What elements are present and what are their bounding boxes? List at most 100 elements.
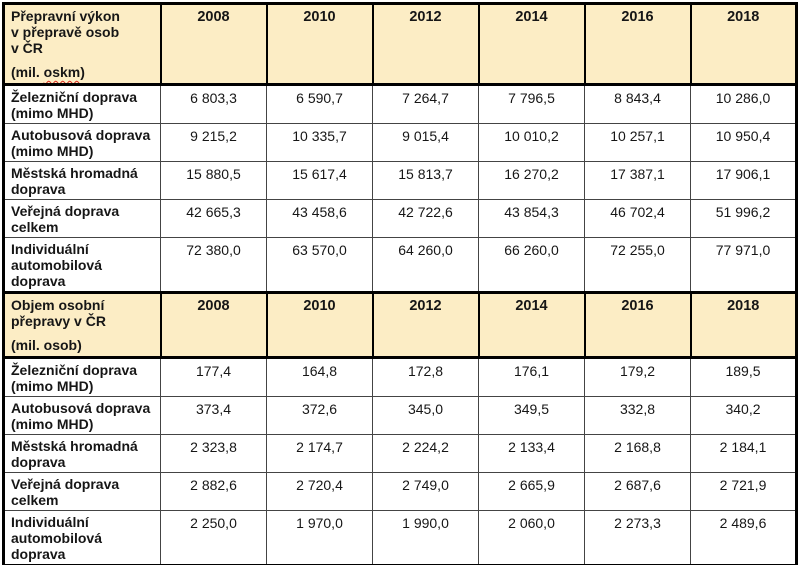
row-label: Městská hromadná doprava [3, 161, 161, 200]
data-cell: 6 803,3 [160, 84, 267, 124]
volume-title-cell: Objem osobní přepravy v ČR (mil. osob) [2, 291, 162, 359]
row-label: Individuální automobilová doprava [3, 510, 161, 565]
data-cell: 332,8 [584, 396, 691, 435]
row-label: Městská hromadná doprava [3, 434, 161, 473]
data-cell: 2 224,2 [372, 434, 479, 473]
data-cell: 2 720,4 [266, 472, 373, 511]
data-cell: 164,8 [266, 357, 373, 397]
row-label: Železniční doprava (mimo MHD) [3, 84, 161, 124]
data-cell: 16 270,2 [478, 161, 585, 200]
data-cell: 10 286,0 [690, 84, 797, 124]
data-cell: 9 015,4 [372, 123, 479, 162]
data-cell: 8 843,4 [584, 84, 691, 124]
year-header-2012: 2012 [371, 2, 480, 86]
year-header-2016: 2016 [583, 291, 692, 359]
data-cell: 2 273,3 [584, 510, 691, 565]
data-cell: 2 168,8 [584, 434, 691, 473]
data-cell: 176,1 [478, 357, 585, 397]
data-cell: 2 721,9 [690, 472, 797, 511]
performance-title-cell: Přepravní výkon v přepravě osob v ČR (mi… [2, 2, 162, 86]
misspelled-word: oskm [43, 64, 81, 80]
data-cell: 15 617,4 [266, 161, 373, 200]
table-row-individual-car-performance: Individuální automobilová doprava 72 380… [3, 237, 797, 293]
data-cell: 7 796,5 [478, 84, 585, 124]
data-cell: 9 215,2 [160, 123, 267, 162]
table-row-urban-volume: Městská hromadná doprava 2 323,8 2 174,7… [3, 434, 797, 473]
table-row-individual-car-volume: Individuální automobilová doprava 2 250,… [3, 510, 797, 565]
data-cell: 17 906,1 [690, 161, 797, 200]
data-cell: 63 570,0 [266, 237, 373, 293]
data-cell: 1 970,0 [266, 510, 373, 565]
unit-text-before: (mil. [11, 64, 44, 80]
data-cell: 373,4 [160, 396, 267, 435]
data-cell: 15 880,5 [160, 161, 267, 200]
data-cell: 10 257,1 [584, 123, 691, 162]
table-title: Přepravní výkon v přepravě osob v ČR [11, 8, 120, 56]
table-unit: (mil. osob) [11, 337, 156, 353]
row-label: Železniční doprava (mimo MHD) [3, 357, 161, 397]
data-cell: 15 813,7 [372, 161, 479, 200]
data-cell: 189,5 [690, 357, 797, 397]
year-header-2008: 2008 [159, 291, 268, 359]
data-cell: 42 722,6 [372, 199, 479, 238]
data-cell: 10 335,7 [266, 123, 373, 162]
year-header-2014: 2014 [477, 291, 586, 359]
data-cell: 2 749,0 [372, 472, 479, 511]
data-cell: 51 996,2 [690, 199, 797, 238]
data-cell: 43 458,6 [266, 199, 373, 238]
year-header-2014: 2014 [477, 2, 586, 86]
data-cell: 2 174,7 [266, 434, 373, 473]
data-cell: 42 665,3 [160, 199, 267, 238]
year-header-2018: 2018 [689, 2, 798, 86]
year-header-2008: 2008 [159, 2, 268, 86]
data-cell: 2 184,1 [690, 434, 797, 473]
row-label: Veřejná doprava celkem [3, 472, 161, 511]
data-cell: 172,8 [372, 357, 479, 397]
performance-header-row: Přepravní výkon v přepravě osob v ČR (mi… [2, 2, 798, 86]
data-cell: 2 250,0 [160, 510, 267, 565]
data-cell: 77 971,0 [690, 237, 797, 293]
data-cell: 46 702,4 [584, 199, 691, 238]
data-cell: 2 882,6 [160, 472, 267, 511]
data-cell: 43 854,3 [478, 199, 585, 238]
unit-text-before: (mil. osob) [11, 337, 82, 353]
year-header-2012: 2012 [371, 291, 480, 359]
data-cell: 72 380,0 [160, 237, 267, 293]
row-label: Veřejná doprava celkem [3, 199, 161, 238]
table-row-bus-performance: Autobusová doprava (mimo MHD) 9 215,2 10… [3, 123, 797, 162]
data-cell: 7 264,7 [372, 84, 479, 124]
year-header-2010: 2010 [265, 2, 374, 86]
row-label: Individuální automobilová doprava [3, 237, 161, 293]
table-title: Objem osobní přepravy v ČR [11, 297, 106, 329]
data-cell: 6 590,7 [266, 84, 373, 124]
row-label: Autobusová doprava (mimo MHD) [3, 396, 161, 435]
data-cell: 177,4 [160, 357, 267, 397]
year-header-2018: 2018 [689, 291, 798, 359]
data-cell: 2 323,8 [160, 434, 267, 473]
data-cell: 72 255,0 [584, 237, 691, 293]
year-header-2010: 2010 [265, 291, 374, 359]
data-cell: 64 260,0 [372, 237, 479, 293]
data-cell: 2 687,6 [584, 472, 691, 511]
data-cell: 2 133,4 [478, 434, 585, 473]
data-cell: 349,5 [478, 396, 585, 435]
row-label: Autobusová doprava (mimo MHD) [3, 123, 161, 162]
data-cell: 10 010,2 [478, 123, 585, 162]
year-header-2016: 2016 [583, 2, 692, 86]
data-cell: 179,2 [584, 357, 691, 397]
data-cell: 2 665,9 [478, 472, 585, 511]
volume-header-row: Objem osobní přepravy v ČR (mil. osob) 2… [2, 291, 798, 359]
data-cell: 2 489,6 [690, 510, 797, 565]
table-row-rail-volume: Železniční doprava (mimo MHD) 177,4 164,… [3, 357, 797, 397]
data-cell: 10 950,4 [690, 123, 797, 162]
data-cell: 2 060,0 [478, 510, 585, 565]
unit-text-after: ) [80, 64, 85, 80]
data-cell: 345,0 [372, 396, 479, 435]
table-row-bus-volume: Autobusová doprava (mimo MHD) 373,4 372,… [3, 396, 797, 435]
data-cell: 340,2 [690, 396, 797, 435]
table-row-urban-performance: Městská hromadná doprava 15 880,5 15 617… [3, 161, 797, 200]
table-row-public-total-performance: Veřejná doprava celkem 42 665,3 43 458,6… [3, 199, 797, 238]
data-cell: 17 387,1 [584, 161, 691, 200]
data-cell: 1 990,0 [372, 510, 479, 565]
